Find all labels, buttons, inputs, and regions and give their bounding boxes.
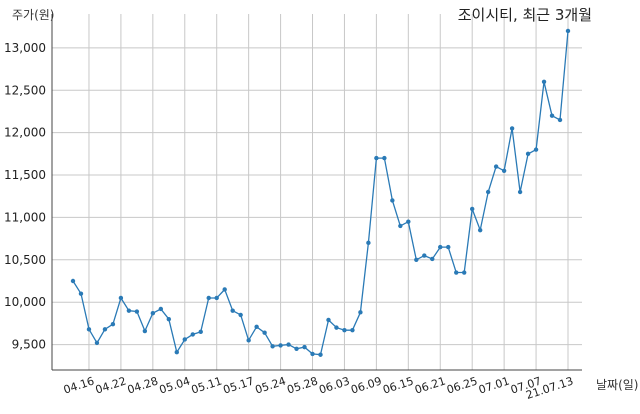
data-point	[86, 327, 92, 332]
data-point	[222, 287, 227, 292]
data-point	[533, 147, 539, 152]
axes	[51, 14, 582, 371]
y-tick-label: 9,500	[12, 338, 46, 352]
data-point	[118, 295, 124, 301]
data-point	[422, 253, 427, 258]
x-tick-label: 05.28	[285, 374, 319, 396]
x-tick-label: 04.22	[94, 374, 128, 396]
data-point	[517, 189, 523, 195]
data-point	[206, 295, 211, 301]
data-point	[70, 278, 76, 284]
data-point	[310, 351, 315, 357]
data-point	[406, 219, 411, 224]
y-tick-label: 11,500	[4, 168, 46, 182]
price-series	[70, 28, 571, 357]
data-point	[214, 295, 219, 301]
data-point	[493, 164, 499, 169]
y-tick-label: 10,500	[4, 253, 46, 267]
data-point	[270, 344, 275, 349]
data-point	[485, 189, 491, 195]
data-point	[302, 344, 307, 350]
x-tick-label: 06.21	[413, 374, 447, 396]
data-point	[126, 308, 132, 313]
data-point	[182, 337, 187, 342]
y-axis-label: 주가(원)	[12, 8, 55, 22]
x-axis-label: 날짜(일)	[596, 378, 639, 392]
x-tick-label: 06.09	[349, 374, 383, 396]
data-point	[318, 352, 323, 357]
y-tick-labels: 9,500 10,000 10,500 11,000 11,500 12,000 12,50…	[4, 41, 46, 352]
data-point	[438, 244, 443, 250]
data-point	[414, 257, 419, 263]
x-tick-label: 04.28	[126, 374, 160, 396]
data-point	[390, 198, 395, 203]
x-tick-label: 05.17	[222, 374, 256, 396]
data-point	[557, 117, 563, 123]
x-tick-label: 06.03	[317, 374, 351, 396]
data-point	[262, 330, 267, 335]
data-point	[382, 155, 387, 161]
y-tick-label: 12,500	[4, 83, 46, 97]
data-point	[230, 308, 235, 313]
y-tick-label: 11,000	[4, 210, 46, 224]
data-point	[549, 113, 555, 118]
x-tick-label: 05.04	[158, 374, 192, 396]
data-point	[477, 227, 483, 233]
data-point	[398, 223, 403, 229]
data-point	[374, 155, 379, 161]
data-point	[501, 168, 507, 174]
x-tick-label: 05.24	[254, 374, 288, 396]
data-point	[358, 310, 363, 315]
x-tick-label: 07.01	[477, 374, 511, 396]
x-tick-label: 05.11	[190, 374, 224, 396]
chart-title: 조이시티, 최근 3개월	[457, 6, 592, 24]
data-point	[278, 343, 283, 348]
data-point	[509, 126, 515, 131]
data-point	[334, 325, 339, 330]
data-point	[462, 270, 467, 275]
grid-lines	[52, 14, 582, 370]
data-point	[174, 350, 179, 355]
data-point	[142, 328, 148, 334]
data-point	[78, 291, 84, 296]
data-point	[150, 311, 156, 316]
data-point	[286, 342, 291, 347]
y-tick-label: 10,000	[4, 295, 46, 309]
data-point	[254, 324, 259, 329]
data-point	[350, 327, 355, 333]
data-point	[198, 329, 203, 335]
data-point	[446, 244, 451, 250]
y-tick-label: 13,000	[4, 41, 46, 55]
x-tick-label: 06.15	[381, 374, 415, 396]
data-point	[110, 322, 116, 327]
x-tick-label: 06.25	[445, 374, 479, 396]
data-point	[166, 316, 172, 322]
data-point	[238, 312, 243, 318]
data-point	[246, 338, 251, 343]
data-point	[102, 327, 108, 332]
data-point	[541, 79, 547, 85]
data-point	[430, 256, 435, 262]
data-point	[342, 327, 347, 333]
x-tick-label: 04.16	[62, 374, 96, 396]
data-point	[454, 270, 459, 275]
y-tick-label: 12,000	[4, 126, 46, 140]
data-point	[326, 317, 331, 323]
data-point	[94, 340, 100, 346]
data-point	[190, 332, 195, 337]
data-point	[294, 346, 299, 352]
price-line	[72, 30, 569, 356]
data-point	[158, 306, 164, 312]
data-point	[565, 28, 571, 34]
data-point	[134, 309, 140, 314]
x-tick-labels: 04.1604.2204.2805.0405.1105.1705.2405.28…	[62, 374, 575, 402]
data-point	[469, 206, 475, 212]
data-point	[366, 240, 371, 246]
data-point	[525, 151, 531, 157]
